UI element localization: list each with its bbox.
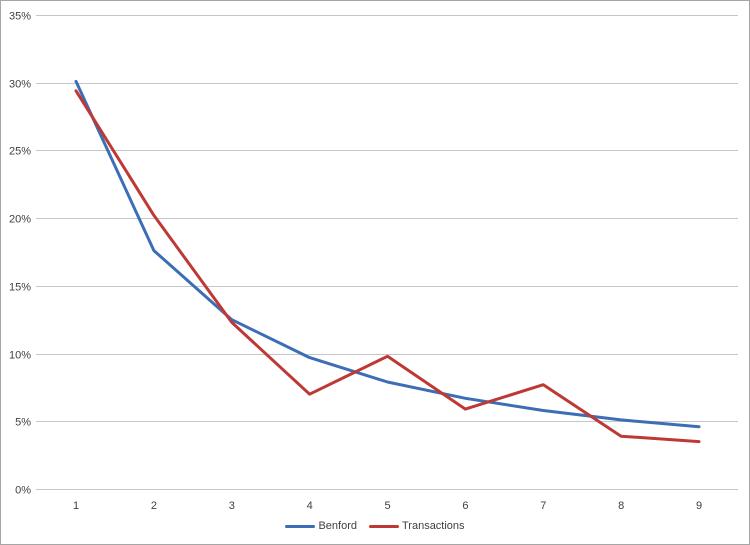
x-tick-label: 3 [229,500,235,512]
x-tick-label: 6 [462,500,468,512]
y-tick-label: 30% [9,79,31,91]
y-tick-label: 5% [15,417,31,429]
x-tick-label: 4 [307,500,313,512]
x-tick-label: 9 [696,500,702,512]
y-tick-label: 35% [9,11,31,23]
x-tick-label: 8 [618,500,624,512]
y-tick-label: 10% [9,350,31,362]
y-tick-label: 20% [9,214,31,226]
transactions-series-line [74,89,701,444]
x-tick-label: 5 [384,500,390,512]
x-tick-label: 7 [540,500,546,512]
x-tick-label: 1 [73,500,79,512]
y-tick-label: 0% [15,485,31,497]
y-tick-label: 15% [9,282,31,294]
benford-series-line [74,79,701,429]
y-tick-label: 25% [9,146,31,158]
x-tick-label: 2 [151,500,157,512]
